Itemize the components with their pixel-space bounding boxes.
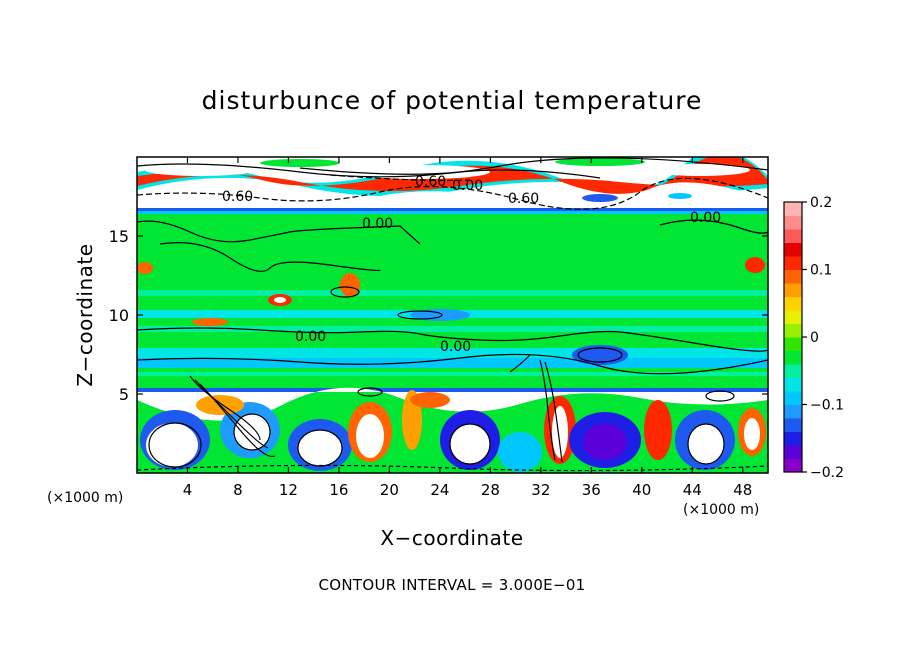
colorbar-swatch — [784, 202, 802, 216]
colorbar-swatch — [784, 269, 802, 284]
x-tick-label: 28 — [481, 481, 500, 499]
colorbar-swatch — [784, 337, 802, 351]
contour-label: 0.00 — [440, 339, 471, 355]
colorbar-swatch — [784, 323, 802, 338]
colorbar-swatch — [784, 377, 802, 392]
contour-label: 0.00 — [690, 210, 721, 226]
colorbar-swatch — [784, 364, 802, 378]
y-tick-label: 10 — [109, 306, 129, 325]
x-tick-label: 12 — [279, 481, 298, 499]
contour-label: 0.60 — [415, 174, 446, 190]
colorbar-swatch — [784, 418, 802, 432]
chart-title: disturbunce of potential temperature — [201, 86, 703, 115]
colorbar-swatch — [784, 431, 802, 446]
x-tick-label: 40 — [632, 481, 651, 499]
x-tick-label: 32 — [531, 481, 550, 499]
x-tick-label: 44 — [683, 481, 702, 499]
colorbar-tick-label: −0.2 — [810, 465, 844, 481]
x-tick-label: 24 — [430, 481, 449, 499]
y-axis-label: Z−coordinate — [73, 243, 97, 387]
colorbar-swatch — [784, 215, 802, 230]
colorbar-swatch — [784, 310, 802, 324]
contour-label: 0.60 — [508, 191, 539, 207]
colorbar-swatch — [784, 350, 802, 365]
colorbar-tick-label: 0 — [810, 330, 819, 346]
contour-label: 0.00 — [452, 178, 483, 194]
colorbar-swatch — [784, 229, 802, 243]
colorbar-tick-label: 0.1 — [810, 263, 832, 279]
colorbar-swatch — [784, 391, 802, 405]
colorbar-swatch — [784, 445, 802, 459]
contour-labels: 0.60 0.60 0.00 0.60 0.00 0.00 0.00 0.00 — [222, 174, 721, 355]
colorbar-tick-label: −0.1 — [810, 398, 844, 414]
colorbar-swatch — [784, 283, 802, 297]
x-tick-label: 48 — [733, 481, 752, 499]
contour-label: 0.00 — [295, 329, 326, 345]
colorbar-swatch — [784, 404, 802, 419]
colorbar-swatch — [784, 458, 802, 473]
y-tick-label: 15 — [109, 227, 129, 246]
contour-label: 0.00 — [362, 216, 393, 232]
colorbar-swatch — [784, 296, 802, 311]
x-axis-label: X−coordinate — [380, 526, 524, 550]
x-axis-unit-right: (×1000 m) — [683, 502, 760, 518]
contour-interval-note: CONTOUR INTERVAL = 3.000E−01 — [318, 576, 586, 594]
colorbar-swatch — [784, 242, 802, 257]
contour-label: 0.60 — [222, 189, 253, 205]
heatmap-field — [137, 157, 768, 473]
x-axis-ticks: 4 8 12 16 20 24 28 32 36 40 44 48 — [183, 157, 752, 499]
colorbar-tick-label: 0.2 — [810, 195, 832, 211]
x-tick-label: 16 — [329, 481, 348, 499]
x-tick-label: 8 — [233, 481, 243, 499]
x-tick-label: 36 — [582, 481, 601, 499]
colorbar-swatch — [784, 256, 802, 270]
x-tick-label: 20 — [380, 481, 399, 499]
colorbar: 0.2 0.1 0 −0.1 −0.2 — [783, 195, 844, 481]
x-tick-label: 4 — [183, 481, 193, 499]
y-tick-label: 5 — [119, 385, 129, 404]
x-axis-unit-left: (×1000 m) — [47, 490, 124, 506]
y-axis-ticks: 5 10 15 — [109, 227, 768, 404]
